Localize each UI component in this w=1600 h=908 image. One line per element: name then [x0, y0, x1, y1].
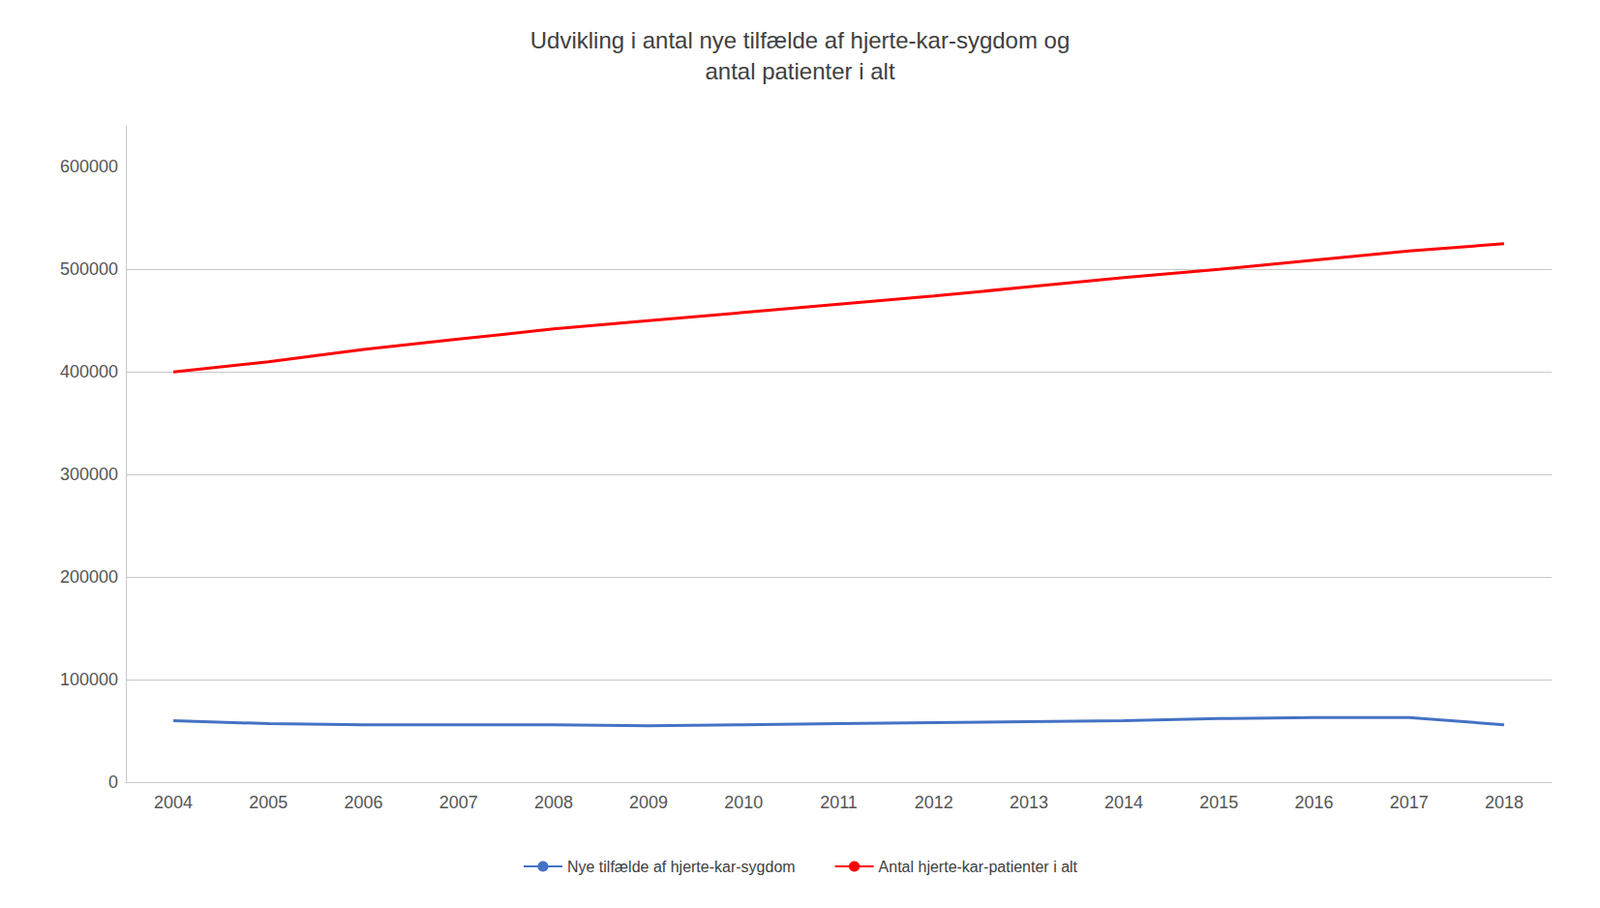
- svg-text:0: 0: [108, 772, 119, 792]
- svg-text:Udvikling i antal nye tilfælde: Udvikling i antal nye tilfælde af hjerte…: [530, 27, 1071, 54]
- svg-text:2018: 2018: [1484, 792, 1524, 813]
- svg-text:2007: 2007: [439, 792, 479, 813]
- svg-text:400000: 400000: [60, 362, 119, 382]
- svg-text:2017: 2017: [1389, 792, 1429, 813]
- svg-text:2004: 2004: [153, 792, 193, 813]
- svg-text:Antal hjerte-kar-patienter i a: Antal hjerte-kar-patienter i alt: [878, 858, 1079, 876]
- svg-text:2009: 2009: [629, 792, 668, 813]
- svg-text:Nye tilfælde af hjerte-kar-syg: Nye tilfælde af hjerte-kar-sygdom: [567, 858, 796, 876]
- svg-text:2010: 2010: [724, 792, 763, 813]
- svg-text:2013: 2013: [1009, 792, 1049, 813]
- svg-text:200000: 200000: [60, 567, 119, 587]
- svg-text:2011: 2011: [819, 792, 858, 813]
- svg-text:2015: 2015: [1199, 792, 1238, 813]
- svg-text:2014: 2014: [1104, 792, 1144, 813]
- svg-text:600000: 600000: [60, 156, 119, 177]
- svg-text:antal patienter i alt: antal patienter i alt: [704, 58, 895, 85]
- svg-text:2008: 2008: [534, 792, 574, 813]
- svg-text:100000: 100000: [60, 669, 119, 690]
- svg-text:2016: 2016: [1294, 792, 1333, 813]
- svg-text:2005: 2005: [248, 792, 288, 813]
- svg-text:300000: 300000: [60, 464, 119, 484]
- svg-text:2012: 2012: [914, 792, 954, 813]
- svg-text:500000: 500000: [60, 259, 119, 279]
- svg-text:2006: 2006: [343, 792, 383, 813]
